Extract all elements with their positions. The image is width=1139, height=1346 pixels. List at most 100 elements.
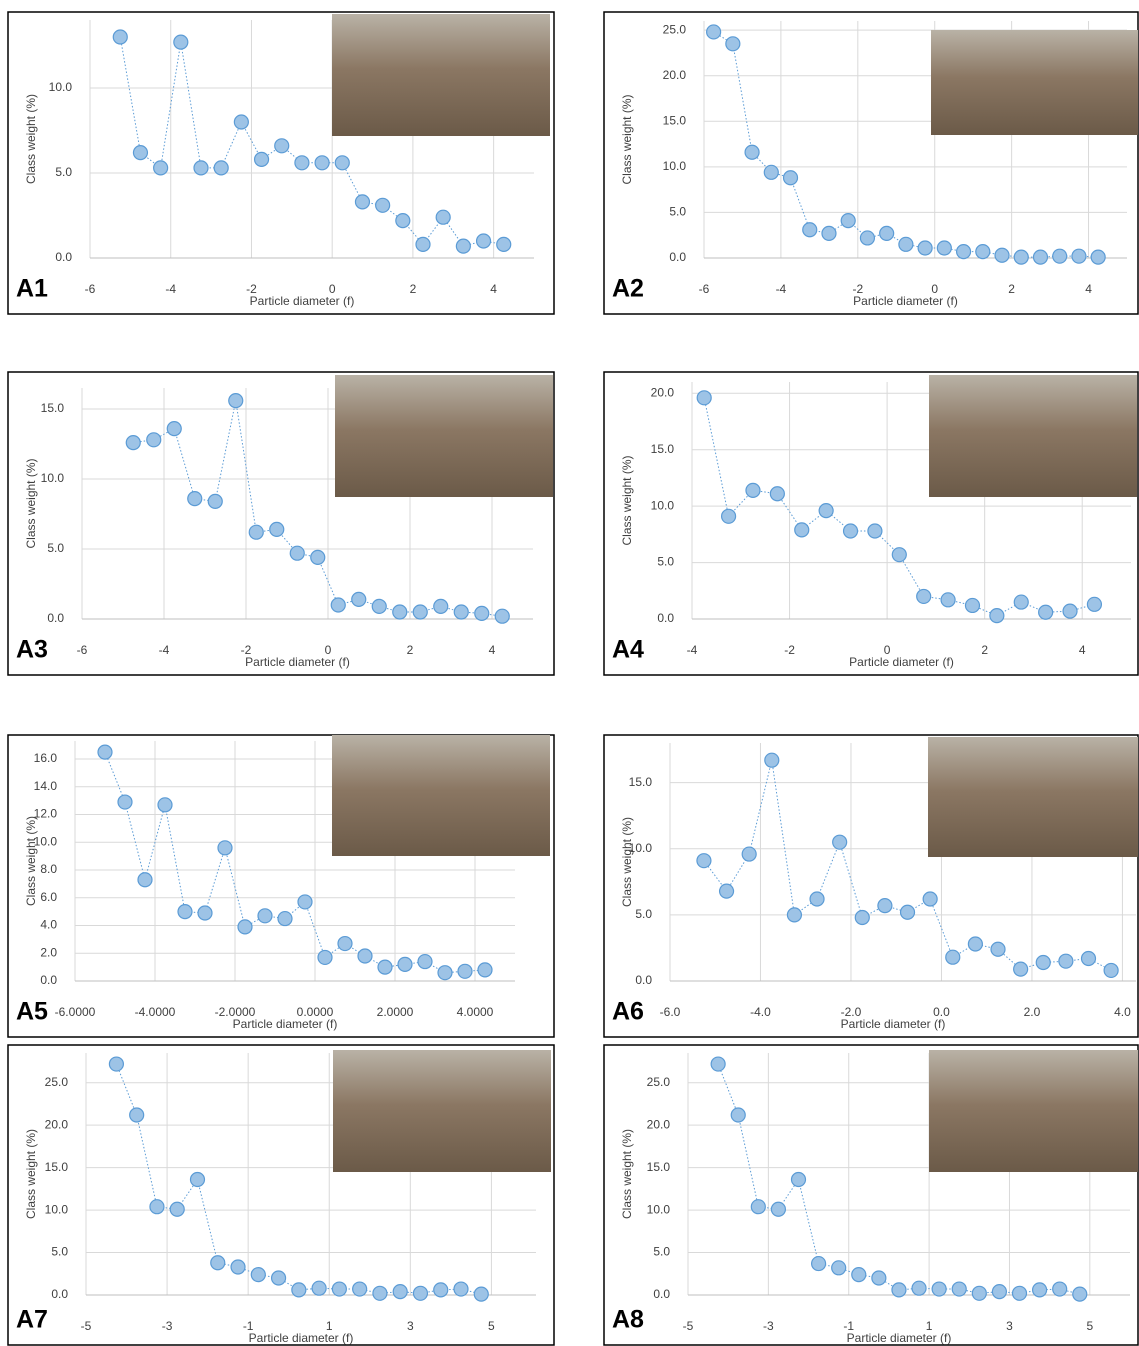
x-axis-title: Particle diameter (f) — [233, 1017, 338, 1031]
data-point — [194, 161, 208, 175]
data-point — [1081, 952, 1095, 966]
data-point — [972, 1286, 986, 1300]
x-tick-label: 2 — [407, 643, 414, 657]
data-point — [941, 593, 955, 607]
data-point — [238, 920, 252, 934]
data-point — [1033, 250, 1047, 264]
data-point — [880, 226, 894, 240]
data-point — [1104, 963, 1118, 977]
x-tick-label: -4.0000 — [135, 1005, 176, 1019]
y-tick-label: 0.0 — [47, 611, 64, 625]
data-point — [952, 1282, 966, 1296]
data-point — [190, 1173, 204, 1187]
y-tick-label: 20.0 — [663, 68, 687, 82]
data-point — [937, 241, 951, 255]
x-axis-title: Particle diameter (f) — [250, 294, 355, 308]
data-point — [841, 214, 855, 228]
y-tick-label: 25.0 — [45, 1075, 69, 1089]
y-tick-label: 25.0 — [647, 1075, 671, 1089]
data-point — [318, 950, 332, 964]
data-point — [1063, 604, 1077, 618]
data-point — [275, 139, 289, 153]
y-tick-label: 5.0 — [55, 165, 72, 179]
data-point — [957, 245, 971, 259]
data-point — [1053, 1282, 1067, 1296]
y-tick-label: 15.0 — [629, 775, 653, 789]
x-axis-title: Particle diameter (f) — [841, 1017, 946, 1031]
data-point — [150, 1200, 164, 1214]
data-point — [991, 942, 1005, 956]
data-point — [787, 908, 801, 922]
y-tick-label: 15.0 — [647, 1160, 671, 1174]
data-point — [278, 912, 292, 926]
data-point — [170, 1202, 184, 1216]
y-tick-label: 20.0 — [647, 1117, 671, 1131]
panel-label: A5 — [16, 998, 48, 1026]
data-point — [1059, 954, 1073, 968]
x-tick-label: -3 — [162, 1319, 173, 1333]
data-point — [1091, 250, 1105, 264]
data-point — [1033, 1283, 1047, 1297]
data-point — [234, 115, 248, 129]
data-point — [338, 937, 352, 951]
data-point — [1036, 955, 1050, 969]
data-point — [878, 899, 892, 913]
photo — [332, 14, 550, 136]
chart-panel: 0.05.010.015.0-6.0-4.0-2.00.02.04.0Parti… — [604, 735, 1138, 1037]
data-point — [745, 145, 759, 159]
y-tick-label: 4.0 — [40, 918, 57, 932]
data-point — [133, 146, 147, 160]
data-point — [438, 966, 452, 980]
x-tick-label: 5 — [488, 1319, 495, 1333]
x-tick-label: 2.0000 — [377, 1005, 414, 1019]
data-point — [711, 1057, 725, 1071]
y-tick-label: 0.0 — [635, 973, 652, 987]
data-point — [899, 237, 913, 251]
photo — [929, 1050, 1138, 1172]
y-tick-label: 16.0 — [34, 751, 58, 765]
y-tick-label: 25.0 — [663, 22, 687, 36]
y-tick-label: 0.0 — [55, 250, 72, 264]
data-point — [478, 963, 492, 977]
data-point — [178, 905, 192, 919]
data-point — [1073, 1287, 1087, 1301]
data-point — [332, 1282, 346, 1296]
data-point — [872, 1271, 886, 1285]
y-tick-label: 15.0 — [663, 113, 687, 127]
data-point — [456, 239, 470, 253]
data-point — [992, 1285, 1006, 1299]
data-point — [229, 394, 243, 408]
y-tick-label: 10.0 — [647, 1202, 671, 1216]
x-tick-label: 5 — [1086, 1319, 1093, 1333]
y-tick-label: 5.0 — [635, 907, 652, 921]
x-tick-label: 4 — [489, 643, 496, 657]
x-tick-label: -6.0 — [660, 1005, 681, 1019]
data-point — [731, 1108, 745, 1122]
data-point — [434, 599, 448, 613]
y-tick-label: 0.0 — [669, 250, 686, 264]
y-tick-label: 0.0 — [657, 611, 674, 625]
data-point — [965, 598, 979, 612]
data-point — [113, 30, 127, 44]
data-point — [968, 937, 982, 951]
data-point — [901, 905, 915, 919]
data-point — [860, 231, 874, 245]
data-point — [474, 1287, 488, 1301]
data-point — [355, 195, 369, 209]
data-point — [812, 1257, 826, 1271]
data-point — [810, 892, 824, 906]
data-point — [352, 592, 366, 606]
data-point — [211, 1256, 225, 1270]
data-point — [844, 524, 858, 538]
y-tick-label: 10.0 — [651, 498, 675, 512]
data-point — [413, 1286, 427, 1300]
photo — [335, 375, 553, 497]
data-point — [458, 964, 472, 978]
x-tick-label: -6 — [85, 282, 96, 296]
y-tick-label: 5.0 — [657, 555, 674, 569]
data-point — [917, 589, 931, 603]
data-point — [803, 223, 817, 237]
data-point — [751, 1200, 765, 1214]
data-point — [1013, 1286, 1027, 1300]
y-axis-title: Class weight (%) — [620, 1129, 634, 1219]
